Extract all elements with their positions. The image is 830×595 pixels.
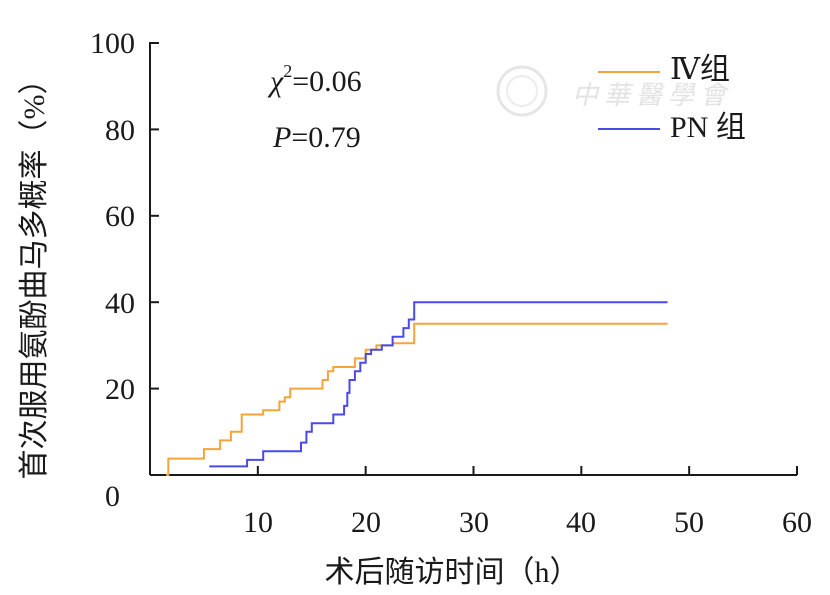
chi-value: =0.06	[292, 65, 361, 98]
series-line-iv-group	[166, 322, 668, 476]
y-tick-label: 60	[105, 200, 135, 233]
y-tick-label: 0	[105, 480, 120, 513]
watermark: 中華醫學會	[496, 65, 732, 117]
y-tick-label: 100	[90, 27, 135, 60]
x-tick-label: 40	[566, 506, 596, 539]
x-tick-label: 10	[243, 506, 273, 539]
y-tick-label: 20	[105, 373, 135, 406]
chi-power: 2	[283, 61, 292, 81]
y-tick-label: 40	[105, 287, 135, 320]
x-tick-label: 60	[782, 506, 812, 539]
y-tick-labels: 0 20 40 60 80 100	[90, 27, 135, 513]
legend: Ⅳ组 PN 组	[598, 53, 746, 144]
watermark-seal-icon	[496, 65, 548, 117]
y-tick-label: 80	[105, 114, 135, 147]
x-axis-title: 术后随访时间（h）	[325, 556, 580, 589]
p-value: =0.79	[291, 121, 360, 154]
p-value-annotation: P=0.79	[272, 121, 361, 154]
p-symbol: P	[272, 121, 291, 154]
legend-label-iv-group: Ⅳ组	[670, 53, 730, 86]
watermark-text: 中華醫學會	[572, 81, 732, 110]
y-axis-title: 首次服用氨酚曲马多概率（%）	[18, 65, 51, 480]
axis-ticks	[149, 42, 798, 476]
chi-symbol: χ	[267, 65, 284, 98]
x-tick-labels: 10 20 30 40 50 60	[243, 506, 812, 539]
x-tick-label: 30	[459, 506, 489, 539]
series-line-pn-group	[209, 301, 668, 468]
x-tick-label: 20	[351, 506, 381, 539]
legend-label-pn-group: PN 组	[670, 111, 746, 144]
x-tick-label: 50	[674, 506, 704, 539]
chi-square-annotation: χ2=0.06	[267, 61, 362, 98]
series-lines	[166, 301, 668, 476]
watermark-seal-inner-icon	[506, 75, 538, 107]
